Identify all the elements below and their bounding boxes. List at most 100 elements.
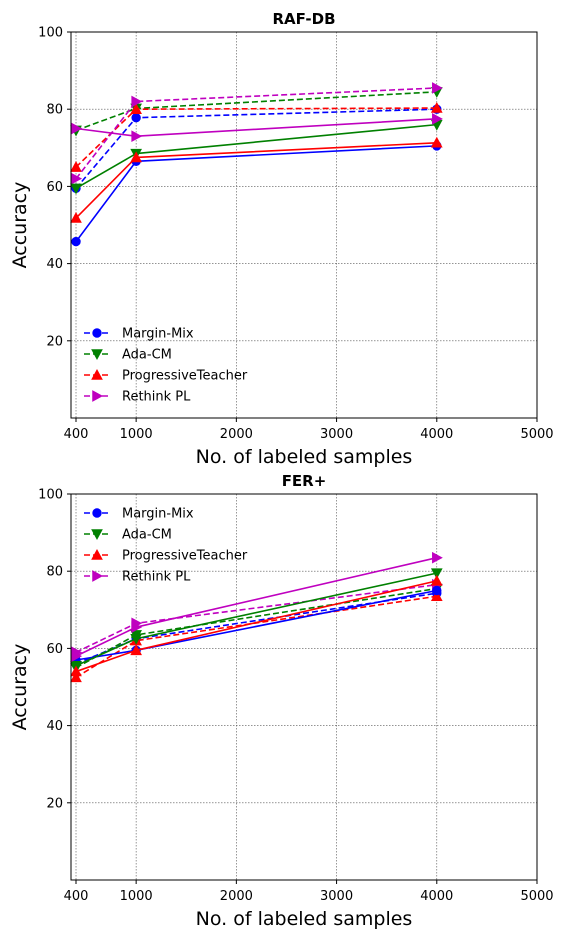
legend-label: Margin-Mix [122, 507, 194, 522]
y-axis-label: Accuracy [9, 182, 31, 269]
legend: Margin-Mix Ada-CM ProgressiveTeacher Rethin… [84, 507, 248, 585]
legend-label: Rethink PL [122, 570, 191, 585]
data-point [430, 101, 443, 113]
legend-marker [91, 548, 103, 560]
data-point [131, 112, 141, 123]
series-3 [71, 82, 443, 185]
legend-label: Ada-CM [122, 348, 172, 363]
series-7 [71, 551, 443, 662]
data-point [70, 161, 82, 172]
series-line [75, 589, 437, 661]
legend-entry: ProgressiveTeacher [84, 549, 248, 564]
y-tick-label: 40 [46, 719, 63, 734]
x-tick-label: 4000 [420, 427, 453, 442]
series-7 [71, 113, 443, 143]
data-point [71, 650, 83, 662]
data-point [130, 634, 142, 645]
data-point [130, 103, 142, 114]
x-tick-label: 5000 [520, 427, 553, 442]
series-line [75, 107, 437, 168]
legend-label: Ada-CM [122, 528, 172, 543]
legend-label: ProgressiveTeacher [122, 369, 248, 384]
x-tick-label: 1000 [120, 427, 153, 442]
legend-marker [92, 508, 102, 518]
legend-entry: ProgressiveTeacher [84, 369, 248, 384]
chart-title: FER+ [282, 472, 327, 490]
legend-label: Margin-Mix [122, 327, 194, 342]
legend-entry: Margin-Mix [84, 327, 194, 342]
data-point [430, 136, 443, 148]
legend-marker [92, 328, 102, 338]
y-tick-label: 20 [46, 334, 63, 349]
data-point [432, 113, 443, 125]
legend: Margin-Mix Ada-CM ProgressiveTeacher Rethin… [84, 327, 248, 405]
data-point [131, 621, 143, 634]
x-tick-label: 2000 [220, 427, 253, 442]
y-tick-label: 60 [46, 180, 63, 195]
data-point [430, 590, 443, 602]
legend-marker [92, 570, 104, 582]
y-tick-label: 20 [46, 796, 63, 811]
legend-entry: Ada-CM [84, 348, 172, 363]
legend-entry: Rethink PL [84, 390, 191, 405]
data-point [432, 551, 443, 564]
data-point [70, 665, 82, 677]
data-point [70, 671, 82, 683]
series-line [75, 87, 437, 180]
data-point [430, 574, 443, 586]
plot-frame [70, 493, 538, 881]
series-line [75, 595, 437, 679]
x-tick-label: 400 [64, 889, 89, 904]
data-point [131, 95, 143, 108]
y-tick-label: 60 [46, 642, 63, 657]
x-axis-label: No. of labeled samples [196, 908, 413, 930]
series-line [75, 141, 437, 219]
series-line [75, 587, 437, 669]
series-6 [70, 574, 443, 677]
series-4 [71, 141, 442, 247]
x-tick-label: 1000 [120, 889, 153, 904]
series-line [75, 123, 437, 190]
x-axis-label: No. of labeled samples [196, 446, 413, 468]
data-point [71, 236, 81, 247]
plot-frame [70, 31, 538, 419]
legend-marker [91, 368, 103, 380]
series-5 [70, 119, 443, 195]
data-point [130, 151, 142, 163]
x-tick-label: 400 [64, 427, 89, 442]
data-point [130, 644, 142, 656]
data-point [432, 585, 442, 596]
series-2 [70, 590, 443, 683]
legend-label: ProgressiveTeacher [122, 549, 248, 564]
series-3 [71, 578, 443, 659]
y-tick-label: 40 [46, 257, 63, 272]
series-line [75, 118, 437, 138]
x-tick-label: 2000 [220, 889, 253, 904]
y-tick-label: 100 [38, 488, 63, 503]
data-point [70, 212, 82, 223]
chart-panel-1: 400 1000 2000 3000 4000 5000 20 40 60 80 100 FER+ No… [9, 472, 554, 930]
x-tick-label: 4000 [420, 889, 453, 904]
data-point [71, 172, 83, 185]
legend-marker [91, 349, 103, 361]
series-1 [70, 87, 443, 137]
y-tick-label: 100 [38, 26, 63, 41]
data-point [432, 82, 443, 94]
legend-entry: Rethink PL [84, 570, 191, 585]
data-point [131, 130, 143, 143]
data-point [71, 122, 83, 135]
legend-label: Rethink PL [122, 390, 191, 405]
legend-marker [91, 529, 103, 541]
chart-panel-0: 400 1000 2000 3000 4000 5000 20 40 60 80 100 RAF-DB… [9, 10, 554, 468]
legend-entry: Margin-Mix [84, 507, 194, 522]
chart-title: RAF-DB [272, 10, 335, 28]
series-2 [70, 101, 443, 172]
legend-entry: Ada-CM [84, 528, 172, 543]
x-tick-label: 5000 [520, 889, 553, 904]
x-tick-label: 3000 [320, 889, 353, 904]
series-4 [71, 585, 442, 665]
y-tick-label: 80 [46, 565, 63, 580]
x-tick-label: 3000 [320, 427, 353, 442]
series-line [75, 145, 437, 243]
